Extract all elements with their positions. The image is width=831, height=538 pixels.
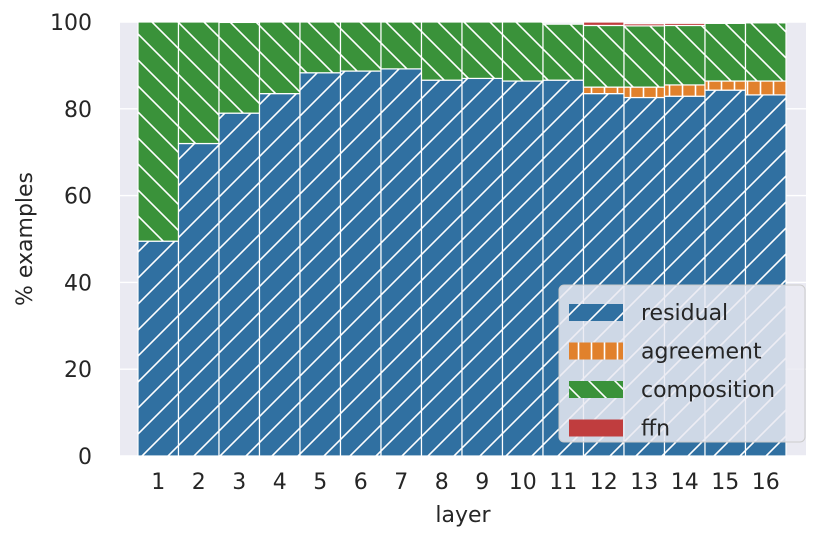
x-tick-label: 7 [394,470,408,495]
y-tick-label: 60 [64,185,92,210]
bar-segment-composition [380,21,423,70]
y-tick-label: 0 [78,445,92,470]
bar-segment-residual [461,77,504,457]
x-tick-labels: 1 2 3 4 5 6 7 8 9 10 11 12 13 14 15 16 [151,470,780,495]
legend-swatch [569,419,623,437]
legend-label: agreement [641,340,762,365]
legend-item-ffn: ffn [569,417,670,442]
x-tick-label: 8 [435,470,449,495]
bar-segment-residual [177,142,220,457]
bar-segment-residual [218,112,261,457]
x-tick-label: 2 [192,470,206,495]
bar-segment-composition [623,25,666,88]
bar-segment-ffn [582,21,625,27]
bar-segment-agreement [663,84,706,97]
x-tick-label: 11 [549,470,577,495]
bar-segment-composition [744,22,787,82]
x-tick-label: 5 [313,470,327,495]
bar-segment-agreement [623,86,666,99]
y-tick-label: 40 [64,271,92,296]
legend-item-composition: composition [569,378,775,403]
bar-segment-residual [501,80,544,457]
bar-segment-composition [542,23,585,81]
bar-segment-ffn [623,23,666,27]
x-tick-label: 12 [590,470,618,495]
bar-segment-agreement [744,80,787,96]
legend-item-residual: residual [569,301,728,326]
bar-segment-composition [582,24,625,88]
bar-segment-composition [461,21,504,80]
x-tick-label: 16 [752,470,780,495]
legend-label: ffn [641,417,670,442]
bar-segment-composition [137,21,180,242]
x-tick-label: 6 [354,470,368,495]
x-axis-title: layer [435,503,491,528]
bar-segment-composition [177,21,220,145]
bar-segment-residual [339,70,382,457]
bar-segment-residual [137,240,180,457]
legend-label: residual [641,301,728,326]
y-tick-labels: 0 20 40 60 80 100 [50,11,92,470]
bar-segment-residual [258,93,301,457]
bar-segment-composition [218,21,261,114]
x-tick-label: 13 [630,470,658,495]
bar-segment-composition [501,21,544,82]
bar-segment-agreement [704,80,747,91]
bar-segment-agreement [582,86,625,95]
x-tick-label: 10 [509,470,537,495]
bar-segment-ffn [704,21,747,24]
bar-segment-composition [704,22,747,82]
y-tick-label: 20 [64,358,92,383]
x-tick-label: 4 [273,470,287,495]
legend-label: composition [641,378,775,403]
bar-segment-residual [380,68,423,457]
x-tick-label: 9 [475,470,489,495]
bars [137,21,787,457]
y-tick-label: 100 [50,11,92,36]
x-tick-label: 3 [232,470,246,495]
legend-frame [558,284,806,443]
bar-segment-residual [420,79,463,457]
bar-segment-composition [299,21,342,74]
y-tick-label: 80 [64,98,92,123]
bar-segment-composition [420,21,463,81]
x-tick-label: 14 [671,470,699,495]
bar-segment-ffn [663,22,706,27]
bar-segment-residual [299,72,342,457]
legend-item-agreement: agreement [569,340,762,365]
y-axis-title: % examples [13,172,38,306]
x-tick-label: 1 [151,470,165,495]
bar-segment-composition [258,21,301,95]
legend: residual agreement composition ffn [558,284,806,443]
bar-segment-composition [663,24,706,86]
x-tick-label: 15 [711,470,739,495]
bar-segment-composition [339,21,382,72]
